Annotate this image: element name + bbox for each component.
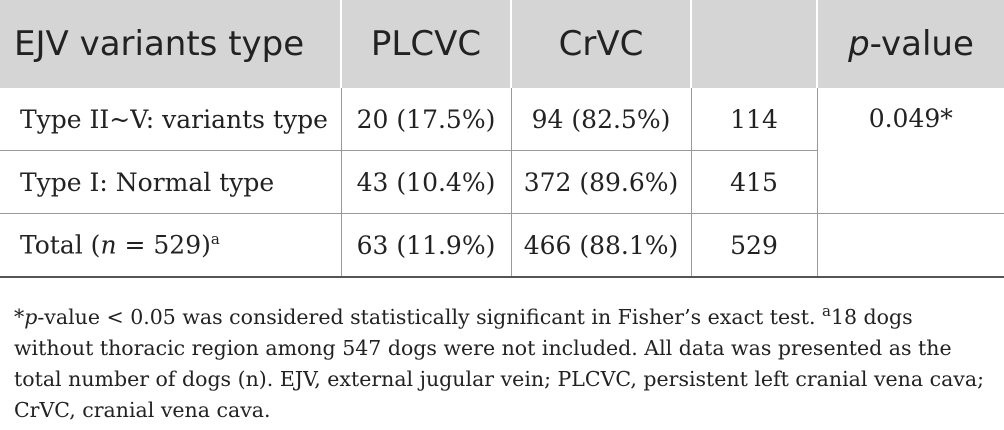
label-part: Total ( — [20, 230, 101, 260]
cell-crvc: 94 (82.5%) — [510, 88, 691, 151]
header-total — [690, 0, 817, 88]
table-row: Type I: Normal type 43 (10.4%) 372 (89.6… — [0, 150, 1004, 214]
label-part: = 529) — [116, 230, 211, 260]
header-p-italic: p — [848, 24, 870, 64]
header-row: EJV variants type PLCVC CrVC p-value — [0, 0, 1004, 88]
cell-crvc: 372 (89.6%) — [510, 150, 691, 214]
table-row: Type II~V: variants type 20 (17.5%) 94 (… — [0, 88, 1004, 214]
footnote-superscript-a: a — [821, 302, 831, 320]
header-p-value: p-value — [816, 0, 1004, 88]
cell-plcvc: 63 (11.9%) — [340, 213, 511, 278]
cell-total: 529 — [690, 213, 817, 278]
footnote-text: 18 dogs without thoracic region among 54… — [14, 304, 985, 422]
footnote-text: -value < 0.05 was considered statistical… — [37, 304, 822, 329]
table-row-total: Total (n = 529)a 63 (11.9%) 466 (88.1%) … — [0, 213, 1004, 278]
header-crvc: CrVC — [510, 0, 691, 88]
cell-total: 114 — [690, 88, 817, 151]
cell-p-value: 0.049* — [816, 88, 1004, 214]
footnote-p-italic: p — [24, 304, 38, 329]
cell-total: 415 — [690, 150, 817, 214]
superscript-a: a — [210, 230, 220, 249]
label-n-italic: n — [100, 230, 117, 260]
header-plcvc: PLCVC — [340, 0, 511, 88]
header-p-rest: -value — [869, 24, 974, 64]
row-label: Type I: Normal type — [0, 150, 341, 214]
row-label: Type II~V: variants type — [0, 88, 341, 151]
row-label: Total (n = 529)a — [0, 213, 341, 278]
table-footnote: *p-value < 0.05 was considered statistic… — [0, 278, 1004, 426]
footnote-star: * — [14, 304, 25, 329]
cell-empty — [816, 213, 1004, 278]
cell-crvc: 466 (88.1%) — [510, 213, 691, 278]
cell-plcvc: 43 (10.4%) — [340, 150, 511, 214]
cell-plcvc: 20 (17.5%) — [340, 88, 511, 151]
results-table: EJV variants type PLCVC CrVC p-value Typ… — [0, 0, 1004, 278]
header-ejv-variants-type: EJV variants type — [0, 0, 341, 88]
